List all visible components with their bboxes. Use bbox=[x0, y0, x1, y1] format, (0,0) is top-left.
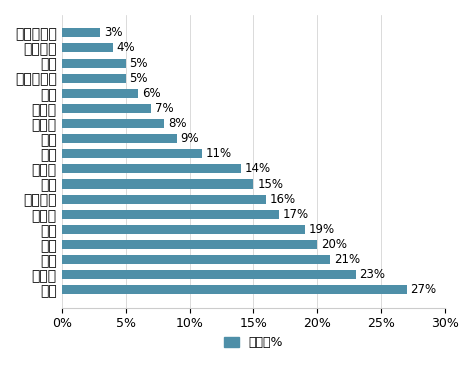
Bar bbox=[62, 89, 138, 98]
Bar bbox=[62, 225, 304, 234]
Text: 19%: 19% bbox=[309, 223, 335, 236]
Text: 14%: 14% bbox=[245, 162, 271, 176]
Bar bbox=[62, 149, 202, 158]
Bar bbox=[62, 74, 126, 83]
Text: 15%: 15% bbox=[257, 177, 283, 191]
Text: 4%: 4% bbox=[117, 41, 135, 55]
Bar bbox=[62, 134, 177, 143]
Text: 8%: 8% bbox=[168, 117, 186, 130]
Text: 6%: 6% bbox=[142, 87, 161, 100]
Bar bbox=[62, 104, 151, 113]
Text: 3%: 3% bbox=[104, 27, 122, 39]
Text: 20%: 20% bbox=[321, 238, 347, 251]
Text: 5%: 5% bbox=[129, 57, 148, 69]
Text: 27%: 27% bbox=[410, 284, 437, 296]
Bar bbox=[62, 164, 241, 174]
Text: 16%: 16% bbox=[270, 193, 296, 206]
Bar bbox=[62, 28, 100, 37]
Bar bbox=[62, 58, 126, 67]
Text: 7%: 7% bbox=[155, 102, 173, 115]
Bar bbox=[62, 119, 164, 128]
Text: 5%: 5% bbox=[129, 72, 148, 85]
Bar bbox=[62, 240, 317, 249]
Bar bbox=[62, 179, 254, 188]
Legend: 老龄化%: 老龄化% bbox=[219, 331, 288, 354]
Text: 9%: 9% bbox=[181, 132, 199, 145]
Bar bbox=[62, 255, 330, 264]
Text: 11%: 11% bbox=[206, 147, 232, 160]
Bar bbox=[62, 285, 407, 294]
Text: 21%: 21% bbox=[334, 253, 360, 266]
Bar bbox=[62, 195, 266, 204]
Bar bbox=[62, 270, 356, 279]
Bar bbox=[62, 43, 113, 53]
Text: 17%: 17% bbox=[283, 208, 309, 221]
Bar bbox=[62, 210, 279, 219]
Text: 23%: 23% bbox=[359, 268, 385, 281]
